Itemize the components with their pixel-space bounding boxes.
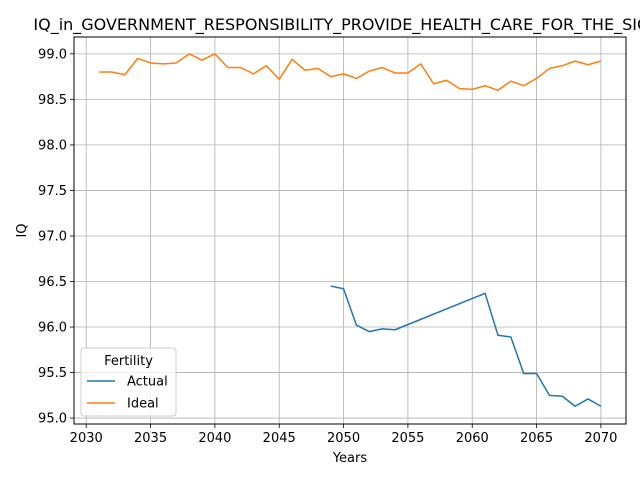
x-tick-label: 2045 [263, 431, 296, 446]
y-tick-label: 95.0 [38, 412, 67, 427]
legend-label-ideal: Ideal [127, 397, 159, 412]
x-tick-label: 2035 [134, 431, 167, 446]
x-tick-label: 2060 [456, 431, 489, 446]
x-tick-label: 2070 [584, 431, 617, 446]
y-tick-label: 98.5 [38, 93, 67, 108]
chart-title: IQ_in_GOVERNMENT_RESPONSIBILITY_PROVIDE_… [33, 15, 640, 35]
y-tick-label: 96.5 [38, 275, 67, 290]
y-axis-label: IQ [15, 223, 30, 237]
legend: Fertility Actual Ideal [81, 348, 176, 416]
y-tick-label: 98.0 [38, 138, 67, 153]
x-tick-label: 2050 [327, 431, 360, 446]
y-tick-label: 99.0 [38, 47, 67, 62]
x-axis-label: Years [332, 451, 368, 466]
y-tick-label: 97.5 [38, 184, 67, 199]
x-tick-label: 2040 [198, 431, 231, 446]
legend-title: Fertility [104, 354, 153, 369]
x-tick-label: 2055 [391, 431, 424, 446]
legend-label-actual: Actual [127, 375, 168, 390]
y-tick-label: 97.0 [38, 229, 67, 244]
x-tick-label: 2065 [520, 431, 553, 446]
y-tick-label: 96.0 [38, 321, 67, 336]
y-tick-label: 95.5 [38, 366, 67, 381]
x-tick-label: 2030 [70, 431, 103, 446]
